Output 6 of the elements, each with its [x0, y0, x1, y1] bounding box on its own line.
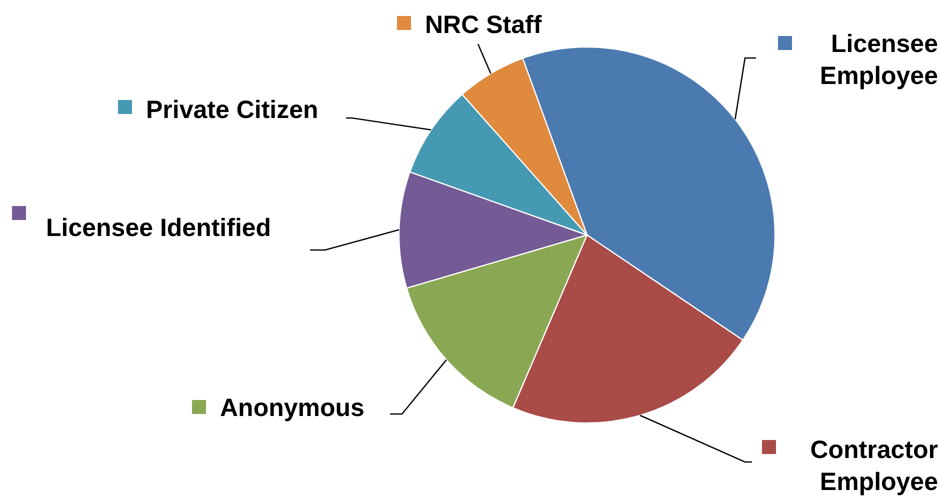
legend-label: Licensee Identified	[46, 214, 272, 242]
legend-label: Anonymous	[220, 394, 364, 422]
legend-label: Licensee Employee	[820, 30, 938, 90]
legend-label: NRC Staff	[425, 11, 542, 39]
legend-label: Private Citizen	[146, 96, 318, 124]
legend-label: Contractor Employee	[810, 436, 938, 496]
